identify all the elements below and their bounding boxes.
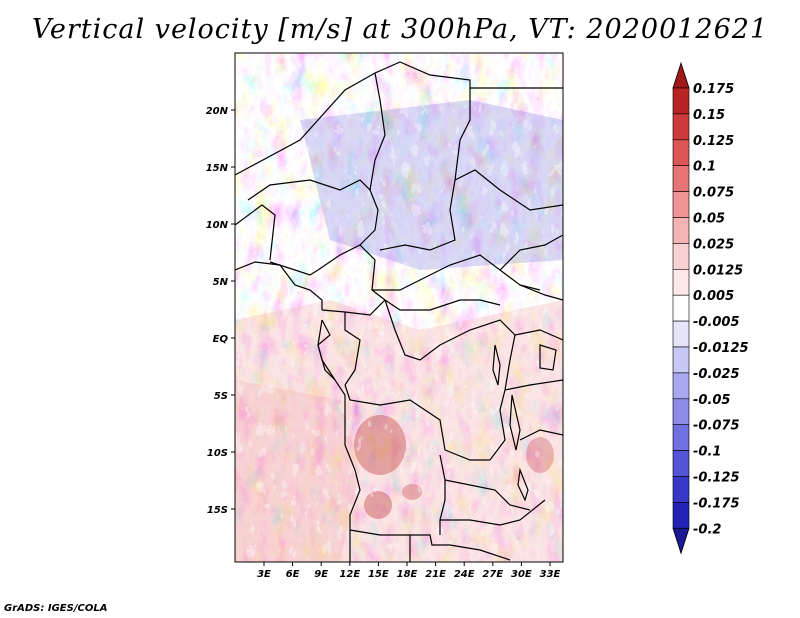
colorbar-swatch <box>672 294 690 322</box>
longitude-axis: 3E 6E 9E 12E 15E 18E 21E 24E 27E 30E 33E <box>257 562 561 580</box>
colorbar-label: 0.0125 <box>693 263 743 278</box>
lon-tick-label: 12E <box>339 569 360 580</box>
lat-tick-label: 5S <box>214 391 228 402</box>
velocity-field <box>235 53 563 562</box>
colorbar-label: 0.005 <box>693 289 734 304</box>
lon-tick-label: 6E <box>286 569 300 580</box>
colorbar-swatch <box>672 243 690 270</box>
colorbar-swatch <box>672 87 690 115</box>
colorbar-swatch <box>672 139 690 167</box>
lon-tick-label: 21E <box>425 569 446 580</box>
colorbar <box>672 61 690 555</box>
lon-tick-label: 15E <box>368 569 389 580</box>
lon-tick-label: 33E <box>540 569 561 580</box>
colorbar-label: -0.075 <box>693 419 740 434</box>
lon-tick-label: 3E <box>257 569 271 580</box>
lat-tick-label: EQ <box>213 334 229 345</box>
colorbar-swatch <box>672 424 690 451</box>
lat-tick-label: 10N <box>206 220 229 231</box>
colorbar-swatch <box>672 398 690 425</box>
colorbar-swatch <box>672 320 690 348</box>
lon-tick-label: 24E <box>454 569 475 580</box>
lon-tick-label: 27E <box>482 569 503 580</box>
colorbar-label: 0.125 <box>693 134 734 149</box>
colorbar-swatch <box>672 476 690 503</box>
lat-tick-label: 5N <box>213 277 229 288</box>
colorbar-label: -0.025 <box>693 367 740 382</box>
colorbar-swatch <box>672 217 690 244</box>
colorbar-top-arrow <box>672 61 690 89</box>
lon-tick-label: 18E <box>397 569 418 580</box>
footer-credit: GrADS: IGES/COLA <box>4 603 108 614</box>
lon-tick-label: 30E <box>511 569 532 580</box>
colorbar-swatch <box>672 450 690 477</box>
colorbar-swatch <box>672 191 690 218</box>
colorbar-label: -0.05 <box>693 393 730 408</box>
colorbar-label: -0.0125 <box>693 341 749 356</box>
lat-tick-label: 10S <box>207 448 228 459</box>
colorbar-swatch <box>672 502 690 529</box>
colorbar-label: -0.125 <box>693 471 740 486</box>
lon-tick-label: 9E <box>314 569 328 580</box>
colorbar-label: -0.175 <box>693 496 740 511</box>
colorbar-swatch <box>672 268 690 296</box>
colorbar-label: 0.175 <box>693 82 734 97</box>
colorbar-swatch <box>672 165 690 192</box>
lat-tick-label: 15S <box>207 505 228 516</box>
colorbar-label: 0.025 <box>693 237 734 252</box>
colorbar-swatch <box>672 113 690 141</box>
lat-tick-label: 15N <box>206 163 229 174</box>
latitude-axis: 20N 15N 10N 5N EQ 5S 10S 15S <box>206 106 235 516</box>
colorbar-label: -0.2 <box>693 522 721 537</box>
colorbar-labels: 0.175 0.15 0.125 0.1 0.075 0.05 0.025 0.0125 0.0… <box>693 82 749 537</box>
colorbar-label: -0.005 <box>693 315 740 330</box>
colorbar-label: 0.1 <box>693 160 716 175</box>
colorbar-swatch <box>672 346 690 374</box>
colorbar-label: -0.1 <box>693 445 721 460</box>
chart-title: Vertical velocity [m/s] at 300hPa, VT: 2… <box>31 14 769 45</box>
colorbar-label: 0.05 <box>693 212 725 227</box>
colorbar-label: 0.15 <box>693 108 725 123</box>
colorbar-swatch <box>672 372 690 400</box>
map-frame <box>234 52 564 563</box>
country-borders <box>235 61 563 562</box>
colorbar-label: 0.075 <box>693 186 734 201</box>
lat-tick-label: 20N <box>206 106 229 117</box>
colorbar-bottom-arrow <box>672 527 690 555</box>
